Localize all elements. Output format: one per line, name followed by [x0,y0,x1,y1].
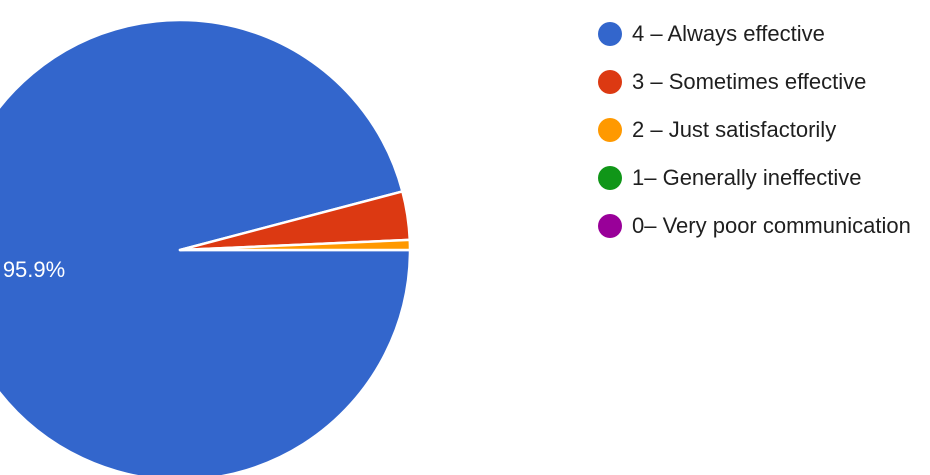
pie-slice-0[interactable] [0,18,412,475]
legend-swatch-icon [598,118,622,142]
legend-label: 3 – Sometimes effective [632,69,867,94]
legend-item-0[interactable]: 4 – Always effective [598,20,911,48]
legend-label: 1– Generally ineffective [632,165,862,190]
pie-slice-2[interactable] [178,238,412,252]
legend-item-4[interactable]: 0– Very poor communication [598,212,911,240]
legend-label: 2 – Just satisfactorily [632,117,837,142]
legend-item-3[interactable]: 1– Generally ineffective [598,164,911,192]
legend-label: 4 – Always effective [632,21,825,46]
chart-legend: 4 – Always effective 3 – Sometimes effect… [598,20,911,240]
legend-label: 0– Very poor communication [632,213,911,238]
pie-data-label-0: 95.9% [3,257,65,282]
legend-swatch-icon [598,70,622,94]
legend-swatch-icon [598,214,622,238]
pie-slices [0,18,412,475]
pie-data-labels: 95.9% [3,257,65,282]
legend-swatch-icon [598,166,622,190]
legend-item-1[interactable]: 3 – Sometimes effective [598,68,911,96]
legend-swatch-icon [598,22,622,46]
legend-item-2[interactable]: 2 – Just satisfactorily [598,116,911,144]
